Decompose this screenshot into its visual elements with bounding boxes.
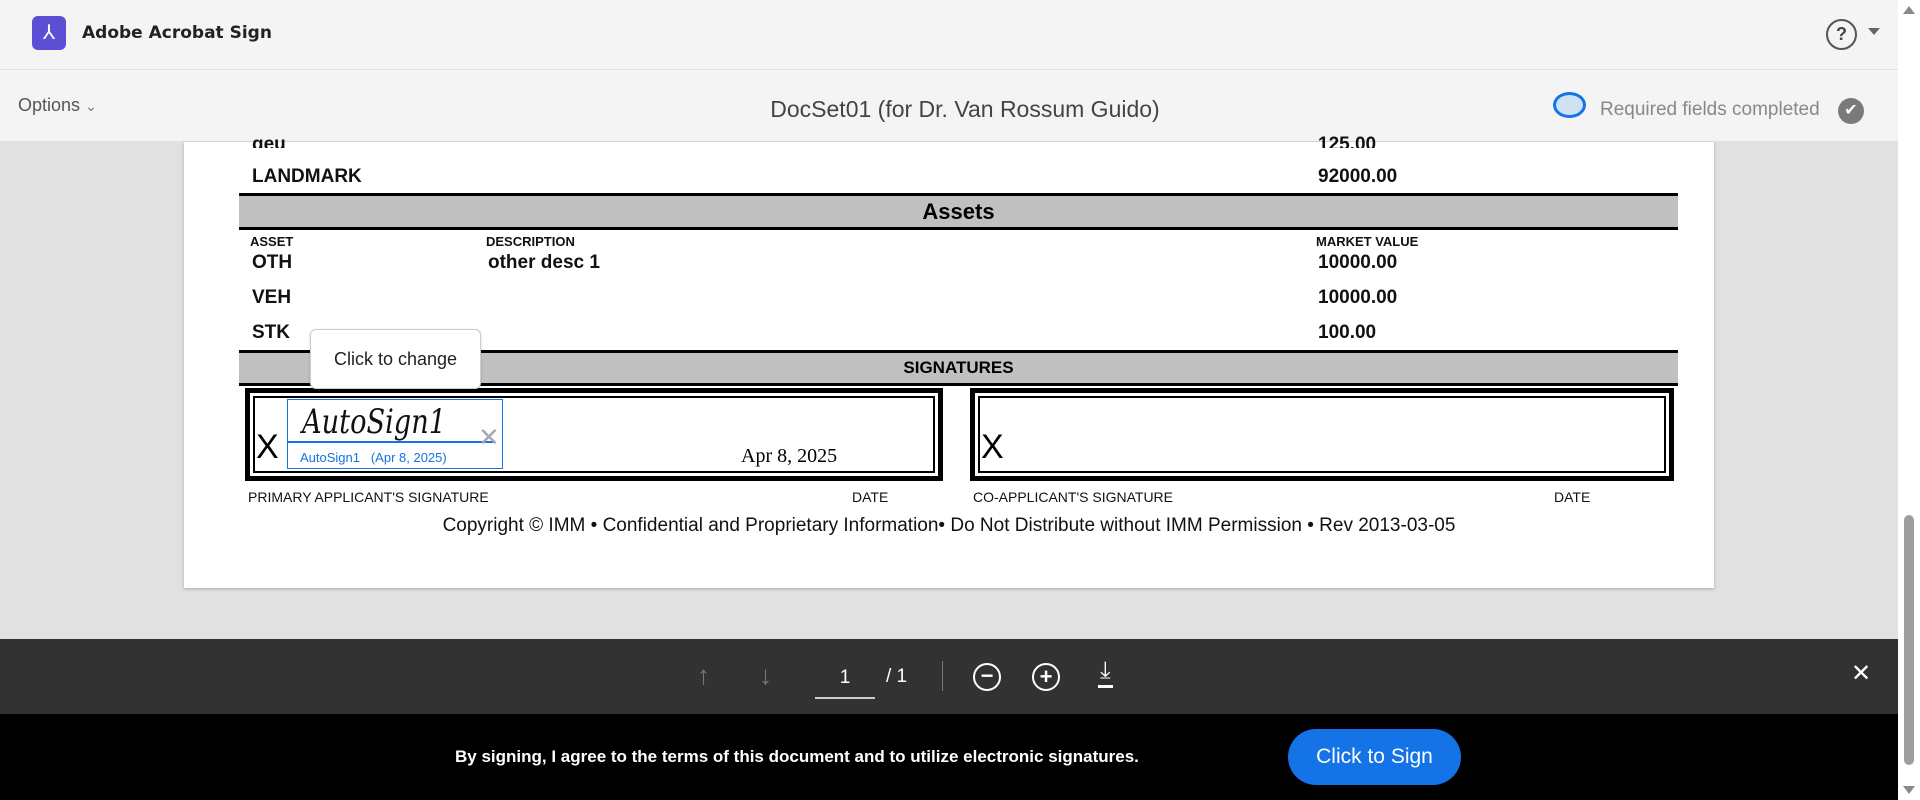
agreement-text: By signing, I agree to the terms of this… [455,747,1139,766]
signature-line [288,441,494,443]
signing-footer [0,714,1898,800]
scroll-up-icon[interactable] [1903,6,1915,14]
column-header: ASSET [250,234,294,249]
value-cell: 10000.00 [1318,287,1398,308]
signature-label: PRIMARY APPLICANT'S SIGNATURE [248,489,489,505]
acrobat-logo-icon: ⅄ [32,16,66,50]
tooltip: Click to change [310,329,481,389]
document-page: geu 125.00 LANDMARK 92000.00 Assets ASSE… [184,134,1714,588]
column-header: MARKET VALUE [1316,234,1419,249]
app-header [0,0,1898,70]
row-label: geu [252,134,286,148]
download-icon[interactable]: ⤓ [1098,657,1113,688]
previous-page-icon[interactable]: ↑ [697,660,710,690]
assets-section-header: Assets [239,193,1678,230]
primary-signature-box [245,388,943,481]
page-total: / 1 [886,666,908,687]
options-label: Options [18,95,81,115]
signature-caption: AutoSign1 (Apr 8, 2025) [300,450,447,465]
zoom-out-icon[interactable]: − [973,663,1001,691]
check-circle-icon: ✔ [1838,98,1864,124]
date-label: DATE [852,489,889,505]
next-page-icon[interactable]: ↓ [759,660,772,690]
signature-field[interactable]: AutoSign1 ✕ AutoSign1 (Apr 8, 2025) [287,399,503,469]
value-cell: 100.00 [1318,322,1377,343]
signature-label: CO-APPLICANT'S SIGNATURE [973,489,1173,505]
x-mark: X [256,428,279,466]
column-header: DESCRIPTION [486,234,575,249]
app-title: Adobe Acrobat Sign [82,23,272,43]
asset-cell: STK [252,322,290,343]
scroll-down-icon[interactable] [1903,786,1915,794]
co-applicant-signature-box [970,388,1674,481]
chat-icon[interactable] [1553,92,1586,118]
chevron-down-icon: ⌄ [85,98,97,114]
asset-cell: VEH [252,287,292,308]
page-toolbar: ↑ ↓ 1 / 1 − + ⤓ ✕ [0,639,1898,714]
description-cell: other desc 1 [488,252,600,273]
options-menu[interactable]: Options ⌄ [18,95,97,116]
signature-image: AutoSign1 [302,402,447,442]
date-value: Apr 8, 2025 [741,445,838,467]
status-text: Required fields completed [1600,99,1820,120]
chevron-down-icon[interactable] [1868,28,1880,35]
row-label: LANDMARK [252,166,362,187]
signer-name: AutoSign1 [300,450,360,465]
date-label: DATE [1554,489,1591,505]
scrollbar-thumb[interactable] [1904,515,1914,765]
copyright-text: Copyright © IMM • Confidential and Propr… [442,515,1456,536]
x-mark: X [981,428,1004,466]
scrollbar[interactable] [1898,0,1920,800]
help-icon[interactable]: ? [1826,19,1857,50]
clear-signature-icon[interactable]: ✕ [478,422,500,452]
sign-date: (Apr 8, 2025) [370,450,447,465]
row-value: 125.00 [1318,134,1377,148]
row-value: 92000.00 [1318,166,1398,187]
zoom-in-icon[interactable]: + [1032,663,1060,691]
close-icon[interactable]: ✕ [1851,660,1872,687]
document-title: DocSet01 (for Dr. Van Rossum Guido) [770,96,1160,122]
divider [942,661,943,691]
page-number-input[interactable]: 1 [815,661,875,699]
asset-cell: OTH [252,252,293,273]
value-cell: 10000.00 [1318,252,1398,273]
click-to-sign-button[interactable]: Click to Sign [1288,729,1461,785]
